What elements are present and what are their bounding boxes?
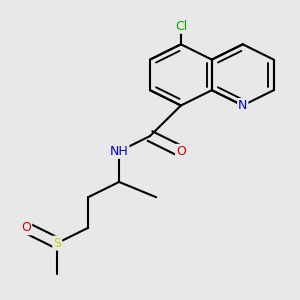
- Text: N: N: [238, 99, 248, 112]
- Text: NH: NH: [110, 145, 128, 158]
- Text: O: O: [176, 145, 186, 158]
- Text: S: S: [53, 237, 61, 250]
- Text: O: O: [21, 221, 31, 234]
- Text: Cl: Cl: [175, 20, 187, 33]
